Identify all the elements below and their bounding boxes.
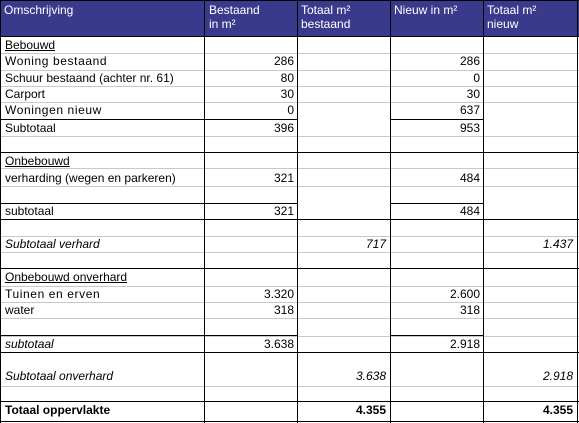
gridline [0,53,579,54]
row-label: Schuur bestaand (achter nr. 61) [5,71,174,85]
gridline [0,302,579,303]
col-border [577,0,578,423]
header-totaal-bestaand-line1: Totaal m² [301,3,351,17]
header-nieuw: Nieuw in m² [390,0,483,36]
row-nieuw: 30 [466,87,480,101]
row-label: Carport [5,87,46,101]
gridline [0,252,579,253]
header-totaal-nieuw: Totaal m² nieuw [483,0,579,36]
verhard-total-nieuw: 1.437 [542,237,573,251]
header-totaal-nieuw-line1: Totaal m² [487,3,537,17]
row-nieuw: 2.600 [449,287,480,301]
header-bestaand-line2: in m² [209,17,236,31]
subtotal-bestaand: 396 [273,121,294,135]
header-totaal-bestaand: Totaal m² bestaand [297,0,390,36]
gridline [0,236,579,237]
gridline [0,168,579,169]
total-top-border [0,401,579,402]
section-border [0,219,579,220]
gridline [0,102,579,103]
subtotal-label: subtotaal [5,204,54,218]
gridline [0,386,579,387]
section-border [0,152,579,153]
gridline [0,336,579,337]
header-bottom-border [0,36,579,37]
verhard-total-label: Subtotaal verhard [5,237,100,251]
col-border [0,0,1,423]
table-border-top [0,0,579,1]
row-bestaand: 321 [273,171,294,185]
subtotal-border [0,119,298,120]
subtotal-bestaand: 3.638 [263,337,294,351]
row-bestaand: 318 [273,303,294,317]
row-label: Woning bestaand [5,54,108,68]
section-border [0,268,579,269]
header-omschrijving-label: Omschrijving [4,3,74,17]
subtotal-border [0,335,298,336]
row-label: Tuinen en erven [5,287,101,301]
gridline [0,186,579,187]
row-bestaand: 3.320 [263,287,294,301]
header-bestaand-line1: Bestaand [209,3,260,17]
grand-total-label: Totaal oppervlakte [5,403,111,417]
gridline [0,136,579,137]
row-nieuw: 286 [459,54,480,68]
col-border [204,0,205,423]
verhard-total-bestaand: 717 [365,237,386,251]
section-border [0,352,579,353]
row-bestaand: 286 [273,54,294,68]
header-omschrijving: Omschrijving [0,0,205,36]
col-border [297,0,298,423]
row-bestaand: 30 [280,87,294,101]
subtotal-label: Subtotaal [5,121,56,135]
header-totaal-bestaand-line2: bestaand [301,17,351,31]
header-nieuw-label: Nieuw in m² [394,3,458,17]
grand-total-bestaand: 4.355 [355,403,386,417]
onverhard-total-nieuw: 2.918 [542,369,573,383]
subtotal-nieuw: 2.918 [449,337,480,351]
header-bestaand: Bestaand in m² [205,0,297,36]
subtotal-border [390,119,484,120]
gridline [0,286,579,287]
subtotal-border [0,203,298,204]
subtotal-border [390,335,484,336]
onverhard-total-label: Subtotaal onverhard [5,369,114,383]
subtotal-nieuw: 953 [459,121,480,135]
row-label: water [5,303,35,317]
subtotal-label: subtotaal [5,337,54,351]
col-border [390,0,391,423]
section-title-onverhard: Onbebouwd onverhard [5,270,128,284]
subtotal-border [390,203,484,204]
col-border [483,0,484,423]
row-nieuw: 484 [459,171,480,185]
gridline [0,318,579,319]
row-nieuw: 318 [459,303,480,317]
section-title-onbebouwd: Onbebouwd [5,154,70,168]
row-bestaand: 0 [287,103,294,117]
row-label: Woningen nieuw [5,103,102,117]
grand-total-nieuw: 4.355 [542,403,573,417]
header-totaal-nieuw-line2: nieuw [487,17,519,31]
row-bestaand: 80 [280,71,294,85]
gridline [0,70,579,71]
row-label: verharding (wegen en parkeren) [5,171,176,185]
subtotal-bestaand: 321 [273,204,294,218]
row-nieuw: 637 [459,103,480,117]
onverhard-total-bestaand: 3.638 [355,369,386,383]
gridline [0,86,579,87]
subtotal-nieuw: 484 [459,204,480,218]
row-nieuw: 0 [473,71,480,85]
table-border-bottom [0,421,579,422]
section-title-bebouwd: Bebouwd [5,38,56,52]
